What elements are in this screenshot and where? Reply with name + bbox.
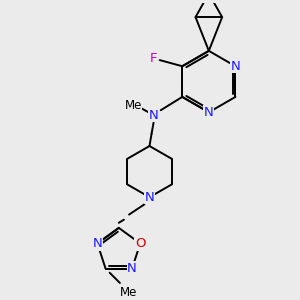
Text: N: N xyxy=(204,106,214,119)
Text: N: N xyxy=(230,60,240,73)
Text: N: N xyxy=(127,262,137,275)
Text: N: N xyxy=(149,109,158,122)
Text: O: O xyxy=(135,237,146,250)
Text: N: N xyxy=(145,191,154,204)
Text: F: F xyxy=(150,52,158,64)
Text: N: N xyxy=(92,237,102,250)
Text: Me: Me xyxy=(119,286,137,299)
Text: Me: Me xyxy=(124,99,142,112)
